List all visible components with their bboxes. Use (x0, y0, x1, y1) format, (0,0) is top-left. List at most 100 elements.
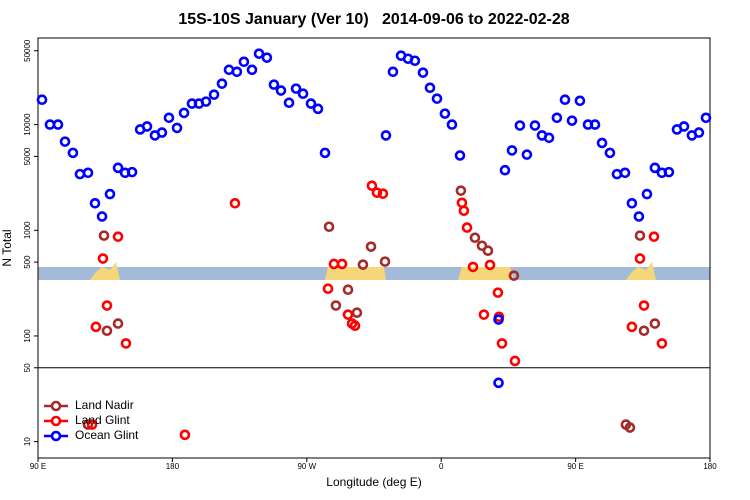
point (656, 338, 668, 349)
point (101, 325, 113, 337)
point (574, 95, 586, 107)
point (619, 167, 631, 179)
legend-symbol (50, 415, 62, 427)
point (634, 230, 646, 241)
point (156, 127, 168, 138)
point (141, 121, 153, 132)
point (604, 147, 616, 159)
point (467, 261, 479, 273)
point (446, 119, 458, 130)
point (323, 221, 335, 233)
point (351, 307, 363, 318)
point (52, 119, 64, 130)
point (330, 300, 342, 311)
point (649, 162, 661, 174)
point (543, 132, 555, 144)
point (342, 284, 354, 295)
point (246, 64, 258, 76)
point (305, 98, 317, 109)
x-tick-label: 90 E (567, 462, 583, 471)
x-tick-label: 90 W (297, 462, 316, 471)
point (90, 321, 102, 333)
point (596, 137, 608, 149)
x-axis-label: Longitude (deg E) (326, 475, 421, 489)
y-axis-label: N Total (0, 229, 14, 266)
point (67, 147, 79, 159)
point (290, 83, 302, 94)
point (387, 66, 399, 78)
legend-label: Land Nadir (75, 398, 134, 412)
x-tick-label: 180 (166, 462, 180, 471)
y-tick-label: 100 (23, 329, 32, 343)
y-tick-label: 1000 (23, 221, 32, 239)
legend-symbol (50, 400, 62, 412)
x-tick-label: 180 (703, 462, 717, 471)
point (409, 55, 421, 67)
point (163, 112, 175, 124)
point (112, 231, 124, 242)
point (36, 94, 48, 106)
point (482, 245, 494, 256)
legend-label: Ocean Glint (75, 428, 139, 442)
chart-title: 15S-10S January (Ver 10) 2014-09-06 to 2… (178, 11, 569, 28)
point (611, 168, 623, 180)
point (268, 79, 280, 90)
point (365, 241, 377, 252)
point (417, 67, 429, 78)
x-tick-label: 0 (439, 462, 444, 471)
point (104, 188, 116, 200)
point (322, 283, 334, 295)
plot-frame (37, 37, 711, 459)
point (86, 419, 98, 430)
point (253, 48, 265, 59)
y-tick-label: 10 (23, 437, 32, 446)
point (261, 52, 273, 63)
point (649, 318, 661, 329)
point (171, 122, 183, 134)
y-tick-label: 500 (23, 255, 32, 269)
map-strip (38, 262, 710, 280)
point (178, 107, 190, 119)
point (342, 309, 354, 320)
point (454, 150, 466, 161)
point (648, 231, 660, 242)
point (626, 198, 638, 209)
point (379, 256, 391, 267)
point (238, 56, 250, 68)
point (371, 187, 383, 198)
point (551, 112, 563, 124)
point (559, 94, 571, 106)
point (521, 149, 533, 160)
point (336, 258, 348, 270)
point (319, 147, 331, 159)
point (297, 88, 309, 100)
point (626, 321, 638, 333)
point (231, 66, 243, 78)
point (506, 145, 518, 156)
point (589, 119, 601, 130)
point (229, 198, 241, 209)
point (59, 136, 71, 147)
point (380, 130, 392, 141)
y-tick-label: 5000 (23, 147, 32, 165)
point (514, 120, 526, 131)
point (633, 211, 645, 222)
point (641, 188, 653, 200)
point (455, 185, 467, 196)
point (216, 78, 228, 89)
point (112, 162, 124, 174)
point (508, 270, 520, 281)
point (476, 240, 488, 252)
point (496, 338, 508, 349)
y-tick-label: 10000 (23, 113, 32, 136)
point (112, 318, 124, 329)
point (638, 300, 650, 311)
point (624, 422, 636, 433)
point (566, 115, 578, 126)
point (478, 309, 490, 320)
point (208, 89, 220, 100)
point (283, 97, 295, 109)
point (120, 338, 132, 349)
